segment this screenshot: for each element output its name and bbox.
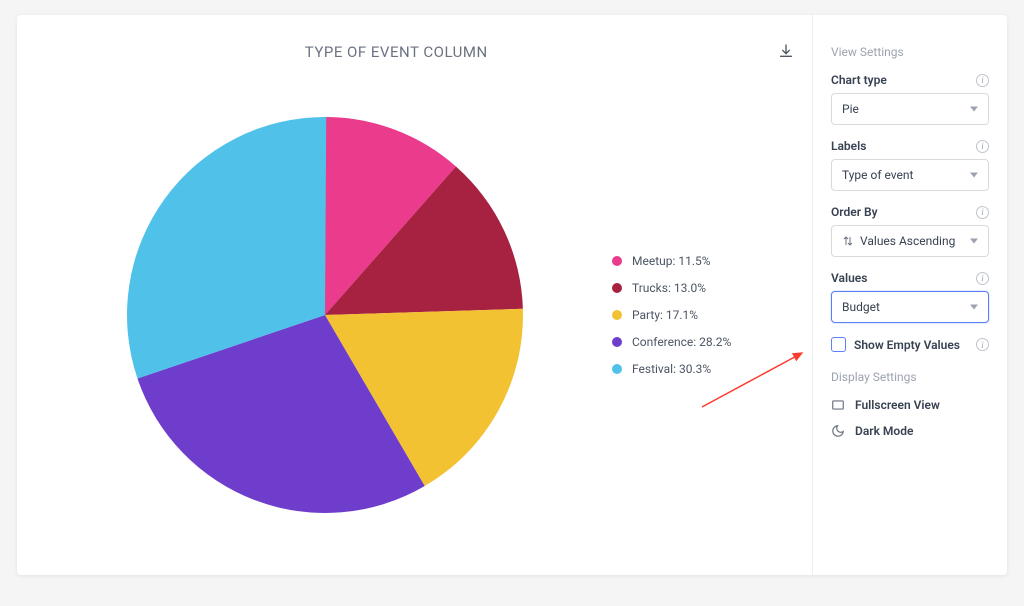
pie-chart (125, 115, 525, 515)
labels-select[interactable]: Type of event (831, 159, 989, 191)
show-empty-checkbox[interactable] (831, 337, 846, 352)
pie-chart-wrap (37, 85, 612, 515)
legend-dot (612, 364, 622, 374)
display-settings-heading: Display Settings (831, 370, 989, 384)
labels-label: Labels (831, 139, 866, 153)
darkmode-toggle[interactable]: Dark Mode (831, 424, 989, 438)
chevron-down-icon (970, 173, 978, 178)
chart-type-field: Chart type i Pie (831, 73, 989, 125)
legend-item-party[interactable]: Party: 17.1% (612, 308, 782, 322)
labels-value: Type of event (842, 168, 913, 182)
legend-text: Conference: 28.2% (632, 335, 731, 349)
chart-main-panel: TYPE OF EVENT COLUMN Meetup: 11.5% Trucks… (17, 15, 812, 575)
chart-title: TYPE OF EVENT COLUMN (305, 43, 488, 61)
orderby-value: Values Ascending (860, 234, 955, 248)
chevron-down-icon (970, 107, 978, 112)
info-icon[interactable]: i (976, 272, 989, 285)
chart-type-label: Chart type (831, 73, 887, 87)
settings-sidebar: View Settings Chart type i Pie Labels i … (812, 15, 1007, 575)
orderby-select[interactable]: Values Ascending (831, 225, 989, 257)
info-icon[interactable]: i (976, 338, 989, 351)
chart-type-value: Pie (842, 102, 859, 116)
values-value: Budget (842, 300, 880, 314)
legend-text: Meetup: 11.5% (632, 254, 711, 268)
darkmode-label: Dark Mode (855, 424, 913, 438)
legend-text: Trucks: 13.0% (632, 281, 706, 295)
legend-dot (612, 283, 622, 293)
orderby-field: Order By i Values Ascending (831, 205, 989, 257)
fullscreen-label: Fullscreen View (855, 398, 940, 412)
download-button[interactable] (778, 43, 794, 63)
info-icon[interactable]: i (976, 74, 989, 87)
values-field: Values i Budget (831, 271, 989, 323)
fullscreen-icon (831, 398, 845, 412)
legend-text: Festival: 30.3% (632, 362, 711, 376)
view-settings-heading: View Settings (831, 45, 989, 59)
moon-icon (831, 424, 845, 438)
legend-text: Party: 17.1% (632, 308, 698, 322)
legend-item-meetup[interactable]: Meetup: 11.5% (612, 254, 782, 268)
sort-icon (842, 235, 854, 247)
values-select[interactable]: Budget (831, 291, 989, 323)
chevron-down-icon (970, 305, 978, 310)
legend-dot (612, 310, 622, 320)
legend-item-conference[interactable]: Conference: 28.2% (612, 335, 782, 349)
legend-dot (612, 337, 622, 347)
labels-field: Labels i Type of event (831, 139, 989, 191)
info-icon[interactable]: i (976, 140, 989, 153)
fullscreen-toggle[interactable]: Fullscreen View (831, 398, 989, 412)
show-empty-label: Show Empty Values (854, 338, 960, 352)
orderby-label: Order By (831, 205, 878, 219)
legend: Meetup: 11.5% Trucks: 13.0% Party: 17.1% Co… (612, 211, 792, 389)
legend-item-festival[interactable]: Festival: 30.3% (612, 362, 782, 376)
legend-item-trucks[interactable]: Trucks: 13.0% (612, 281, 782, 295)
values-label: Values (831, 271, 867, 285)
chevron-down-icon (970, 239, 978, 244)
chart-card: TYPE OF EVENT COLUMN Meetup: 11.5% Trucks… (17, 15, 1007, 575)
info-icon[interactable]: i (976, 206, 989, 219)
legend-dot (612, 256, 622, 266)
chart-type-select[interactable]: Pie (831, 93, 989, 125)
show-empty-row: Show Empty Values i (831, 337, 989, 352)
